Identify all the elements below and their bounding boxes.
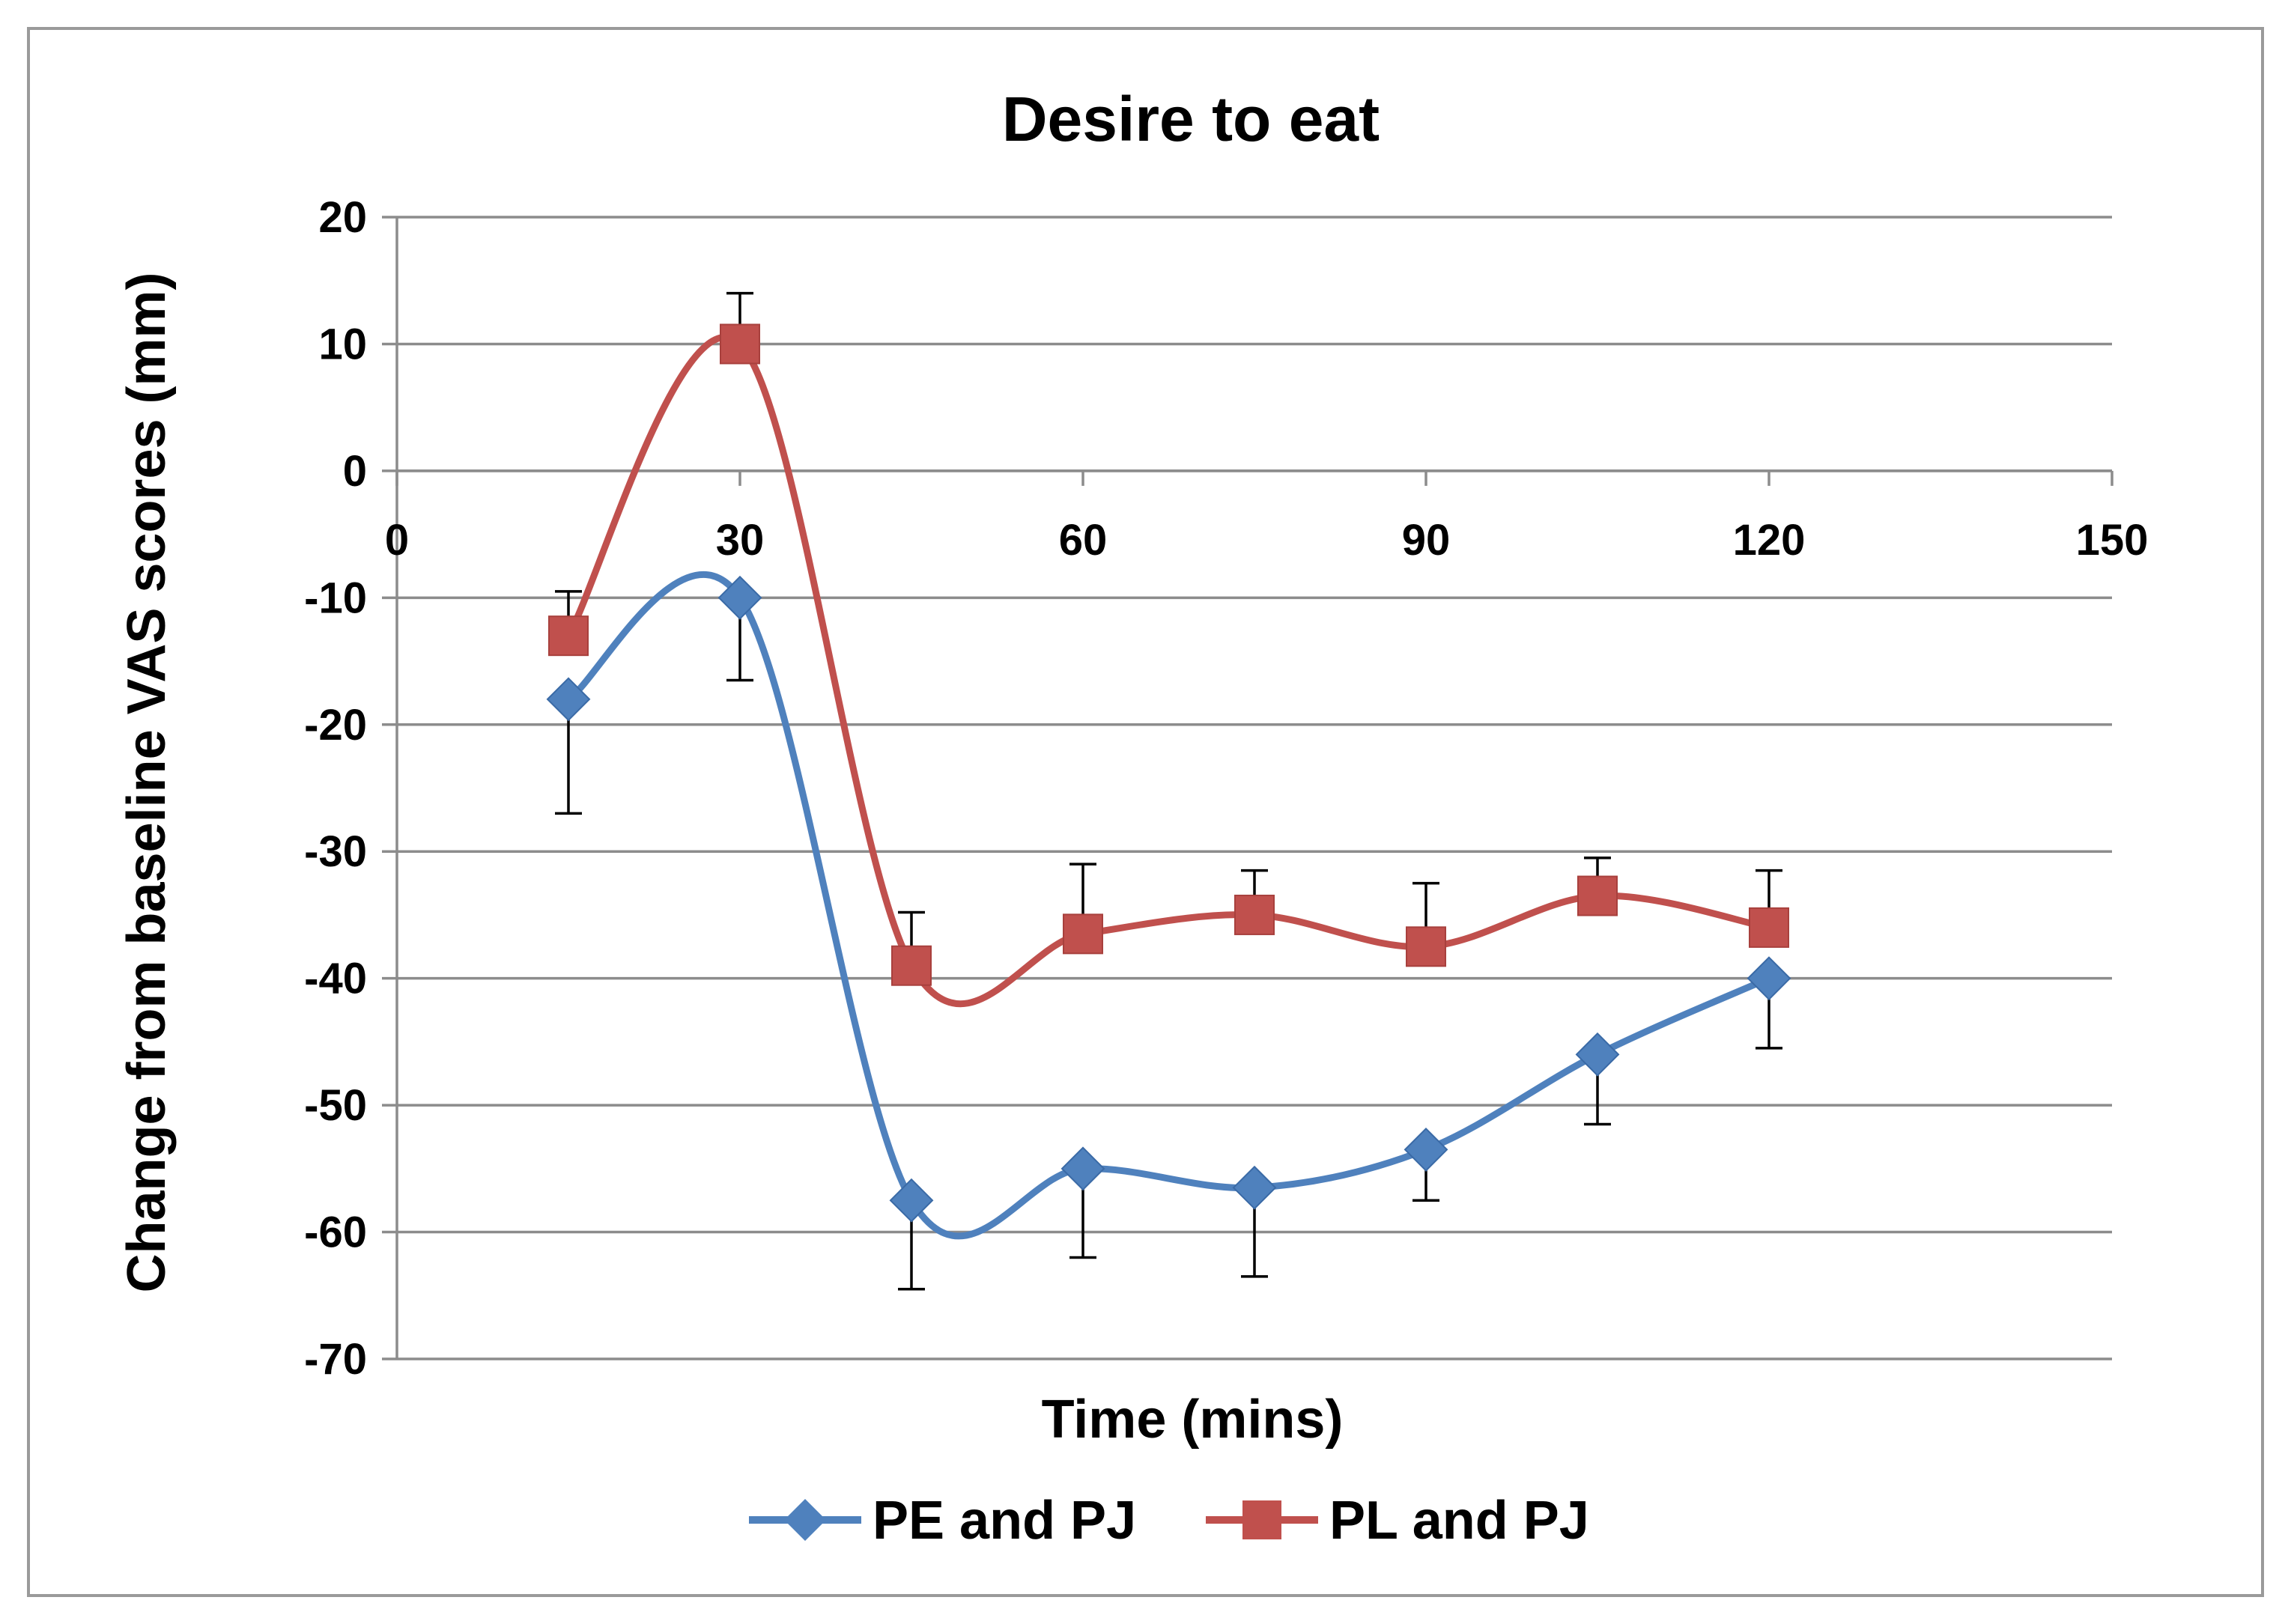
x-tick-label: 30	[716, 516, 765, 565]
data-point-pl	[1406, 926, 1446, 967]
data-point-pl	[1234, 894, 1275, 935]
y-tick-label: 20	[318, 193, 367, 242]
y-tick-label: -20	[304, 701, 367, 749]
data-point-pe	[889, 1178, 934, 1223]
data-point-pl	[720, 323, 760, 365]
legend-label-pl: PL and PJ	[1329, 1491, 1589, 1551]
series-markers	[546, 323, 1791, 1223]
data-point-pe	[717, 575, 762, 620]
legend-marker-pe	[784, 1499, 826, 1541]
x-tick-label: 150	[2076, 516, 2149, 565]
y-tick-label: -60	[304, 1208, 367, 1257]
data-point-pl	[1749, 907, 1789, 948]
data-point-pe	[1232, 1165, 1277, 1210]
data-point-pe	[1060, 1146, 1105, 1191]
legend-marker-pl	[1242, 1500, 1281, 1539]
axes: 20 10 0 -10 -20 -30 -40 -50 -60 -70 0 30 60 90 120 150	[304, 193, 2148, 1384]
x-tick-label: 60	[1059, 516, 1108, 565]
data-point-pl	[1063, 913, 1103, 955]
legend-label-pe: PE and PJ	[873, 1491, 1136, 1551]
y-tick-label: -10	[304, 574, 367, 622]
data-point-pl	[891, 945, 932, 986]
x-axis-title: Time (mins)	[1042, 1390, 1344, 1450]
y-tick-label: -50	[304, 1081, 367, 1130]
y-tick-label: 10	[318, 320, 367, 368]
chart-frame	[27, 27, 2264, 1597]
data-point-pl	[548, 615, 589, 657]
y-tick-label: 0	[343, 447, 367, 496]
x-tick-label: 120	[1733, 516, 1806, 565]
y-tick-label: -30	[304, 827, 367, 876]
y-axis-title: Change from baseline VAS scores (mm)	[117, 272, 177, 1292]
chart-title: Desire to eat	[1002, 84, 1380, 154]
data-point-pe	[546, 677, 591, 722]
legend: PE and PJ PL and PJ	[749, 1491, 1589, 1551]
y-tick-label: -70	[304, 1335, 367, 1384]
data-point-pe	[1404, 1128, 1448, 1172]
x-tick-label: 0	[385, 516, 409, 565]
x-tick-label: 90	[1402, 516, 1451, 565]
y-tick-label: -40	[304, 955, 367, 1003]
data-point-pl	[1577, 875, 1618, 916]
data-point-pe	[1575, 1032, 1620, 1077]
data-point-pe	[1747, 956, 1791, 1001]
